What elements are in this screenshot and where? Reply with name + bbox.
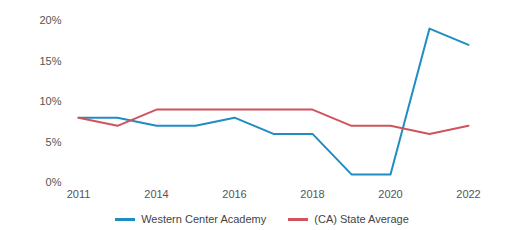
svg-text:5%: 5%	[46, 136, 62, 148]
svg-text:20%: 20%	[39, 14, 61, 26]
svg-text:2014: 2014	[144, 188, 168, 200]
svg-text:2011: 2011	[67, 188, 91, 200]
svg-text:2020: 2020	[378, 188, 402, 200]
html-text:(CA) State Average: (CA) State Average	[314, 213, 409, 225]
svg-text:10%: 10%	[39, 95, 61, 107]
svg-text:15%: 15%	[39, 55, 61, 67]
svg-text:2022: 2022	[456, 188, 480, 200]
svg-text:2018: 2018	[300, 188, 324, 200]
svg-text:2016: 2016	[222, 188, 246, 200]
svg-text:0%: 0%	[46, 176, 62, 188]
html-text:Western Center Academy: Western Center Academy	[141, 213, 267, 225]
